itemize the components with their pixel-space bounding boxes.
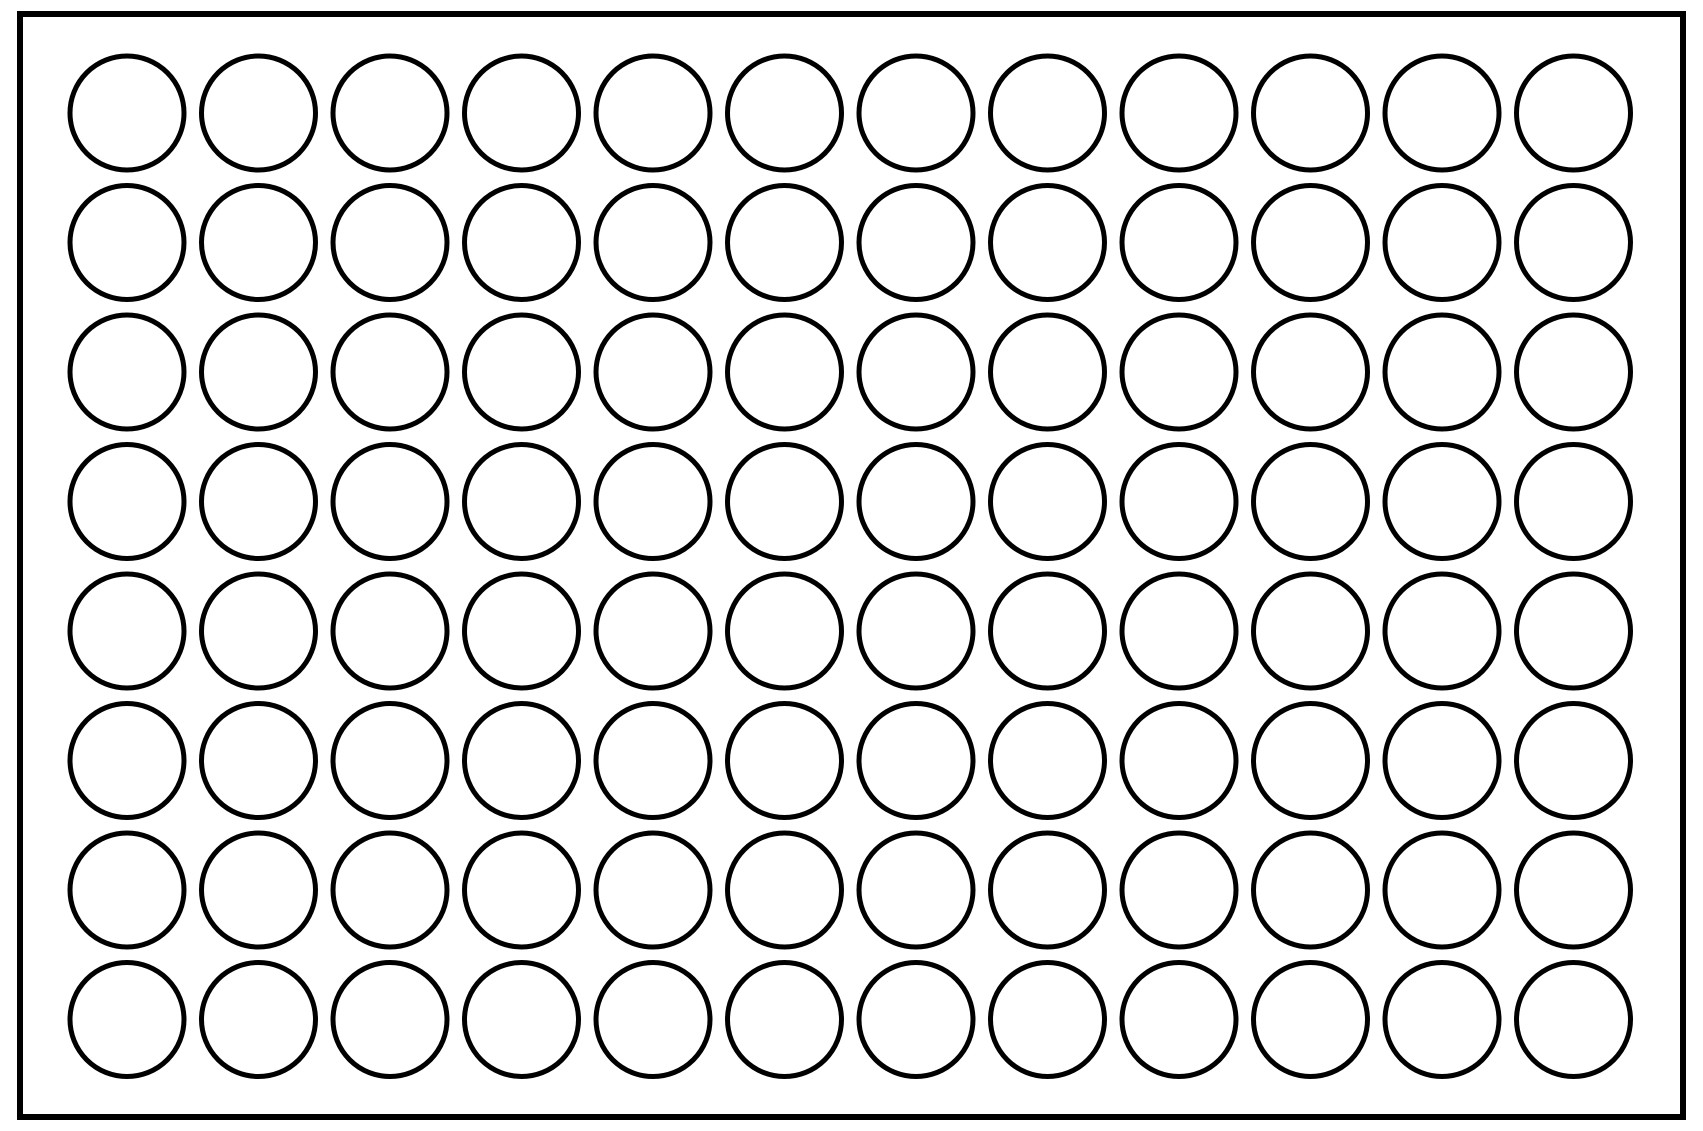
well (728, 704, 842, 818)
well (991, 445, 1105, 559)
well (991, 315, 1105, 429)
well (1385, 704, 1499, 818)
well (596, 574, 710, 688)
well (333, 315, 447, 429)
well (728, 833, 842, 947)
well (991, 574, 1105, 688)
well (333, 963, 447, 1077)
well (202, 56, 316, 170)
well (859, 445, 973, 559)
well-plate-svg (0, 0, 1703, 1131)
plate-border (20, 14, 1683, 1117)
well (596, 56, 710, 170)
well (859, 963, 973, 1077)
well (1385, 574, 1499, 688)
well (1122, 445, 1236, 559)
well (1254, 56, 1368, 170)
well (465, 963, 579, 1077)
well (991, 963, 1105, 1077)
well (728, 574, 842, 688)
well (1517, 574, 1631, 688)
well (1254, 574, 1368, 688)
well (1122, 56, 1236, 170)
well (70, 574, 184, 688)
well (1517, 315, 1631, 429)
well (333, 574, 447, 688)
well (1254, 704, 1368, 818)
well (202, 445, 316, 559)
well (859, 186, 973, 300)
well (728, 56, 842, 170)
well (1122, 963, 1236, 1077)
well (728, 315, 842, 429)
well (728, 963, 842, 1077)
well (596, 833, 710, 947)
well (859, 315, 973, 429)
well (1385, 833, 1499, 947)
well (1385, 186, 1499, 300)
well (1385, 315, 1499, 429)
well (728, 186, 842, 300)
well (991, 704, 1105, 818)
well (991, 56, 1105, 170)
well (1122, 574, 1236, 688)
well (70, 704, 184, 818)
well (70, 186, 184, 300)
well (1122, 186, 1236, 300)
well (70, 56, 184, 170)
well (465, 574, 579, 688)
well (70, 445, 184, 559)
well (1254, 833, 1368, 947)
well (70, 315, 184, 429)
well (202, 186, 316, 300)
well (465, 704, 579, 818)
well (465, 445, 579, 559)
well (1122, 833, 1236, 947)
well (1517, 704, 1631, 818)
well (1517, 963, 1631, 1077)
well (596, 445, 710, 559)
well (202, 574, 316, 688)
well (1254, 186, 1368, 300)
well (1517, 186, 1631, 300)
well (333, 186, 447, 300)
well (1517, 833, 1631, 947)
well (1122, 704, 1236, 818)
well (859, 833, 973, 947)
well (596, 704, 710, 818)
well (465, 186, 579, 300)
well (991, 186, 1105, 300)
well (202, 315, 316, 429)
well (333, 56, 447, 170)
well-plate-diagram (0, 0, 1703, 1131)
well (596, 963, 710, 1077)
well (1385, 963, 1499, 1077)
well (859, 704, 973, 818)
well (333, 704, 447, 818)
well (1517, 56, 1631, 170)
well (1385, 445, 1499, 559)
well (1254, 315, 1368, 429)
well (202, 833, 316, 947)
well (333, 833, 447, 947)
well (596, 186, 710, 300)
well (333, 445, 447, 559)
well (859, 56, 973, 170)
well (70, 963, 184, 1077)
well (991, 833, 1105, 947)
well (1254, 445, 1368, 559)
well (728, 445, 842, 559)
well (1122, 315, 1236, 429)
well (859, 574, 973, 688)
well (1254, 963, 1368, 1077)
well (1517, 445, 1631, 559)
well (465, 315, 579, 429)
well (70, 833, 184, 947)
well (465, 833, 579, 947)
well (596, 315, 710, 429)
well (465, 56, 579, 170)
well (202, 704, 316, 818)
well (1385, 56, 1499, 170)
well (202, 963, 316, 1077)
